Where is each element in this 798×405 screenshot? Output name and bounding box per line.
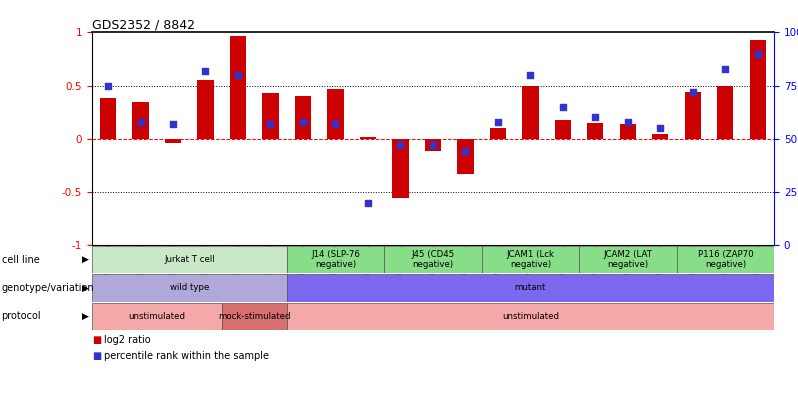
Bar — [620, 124, 636, 139]
Bar — [555, 119, 571, 139]
Bar — [587, 123, 603, 139]
Point — [426, 142, 439, 148]
Text: unstimulated: unstimulated — [128, 312, 185, 321]
Text: J45 (CD45
negative): J45 (CD45 negative) — [411, 250, 455, 269]
Text: GDS2352 / 8842: GDS2352 / 8842 — [92, 18, 195, 31]
Point — [524, 72, 537, 78]
Bar — [286, 274, 774, 302]
Bar — [92, 274, 286, 302]
Point — [167, 121, 180, 127]
Bar — [490, 128, 506, 139]
Bar — [222, 303, 286, 330]
Point — [200, 68, 212, 74]
Bar — [286, 303, 774, 330]
Text: P116 (ZAP70
negative): P116 (ZAP70 negative) — [697, 250, 753, 269]
Text: unstimulated: unstimulated — [502, 312, 559, 321]
Bar — [717, 85, 733, 139]
Bar — [482, 246, 579, 273]
Bar — [263, 93, 279, 139]
Text: percentile rank within the sample: percentile rank within the sample — [104, 352, 269, 361]
Point — [264, 121, 277, 127]
Bar — [360, 136, 376, 139]
Text: genotype/variation: genotype/variation — [2, 283, 94, 293]
Bar — [92, 303, 222, 330]
Text: log2 ratio: log2 ratio — [104, 335, 150, 345]
Bar — [294, 96, 311, 139]
Text: mutant: mutant — [515, 284, 546, 292]
Text: JCAM2 (LAT
negative): JCAM2 (LAT negative) — [603, 250, 652, 269]
Bar — [522, 85, 539, 139]
Point — [231, 72, 244, 78]
Point — [622, 119, 634, 125]
Bar — [286, 246, 384, 273]
Text: ▶: ▶ — [82, 284, 89, 292]
Point — [492, 119, 504, 125]
Point — [556, 104, 569, 110]
Text: cell line: cell line — [2, 255, 39, 264]
Bar — [132, 102, 148, 139]
Bar — [685, 92, 701, 139]
Bar — [384, 246, 482, 273]
Bar — [100, 98, 117, 139]
Text: protocol: protocol — [2, 311, 41, 321]
Bar — [652, 134, 669, 139]
Text: wild type: wild type — [169, 284, 209, 292]
Point — [459, 148, 472, 155]
Point — [686, 89, 699, 95]
Bar — [749, 40, 766, 139]
Point — [361, 199, 374, 206]
Bar — [230, 36, 246, 139]
Text: Jurkat T cell: Jurkat T cell — [164, 255, 215, 264]
Text: JCAM1 (Lck
negative): JCAM1 (Lck negative) — [507, 250, 555, 269]
Bar — [165, 139, 181, 143]
Bar — [393, 139, 409, 198]
Text: ▶: ▶ — [82, 312, 89, 321]
Bar — [677, 246, 774, 273]
Point — [752, 51, 764, 57]
Point — [719, 65, 732, 72]
Bar — [425, 139, 441, 151]
Bar — [92, 246, 286, 273]
Text: ▶: ▶ — [82, 255, 89, 264]
Bar — [457, 139, 473, 174]
Bar — [327, 89, 344, 139]
Point — [297, 119, 310, 125]
Point — [134, 119, 147, 125]
Point — [394, 142, 407, 148]
Point — [654, 125, 666, 131]
Bar — [579, 246, 677, 273]
Point — [101, 82, 114, 89]
Bar — [197, 80, 214, 139]
Point — [589, 114, 602, 121]
Point — [329, 121, 342, 127]
Text: ■: ■ — [92, 352, 101, 361]
Text: mock-stimulated: mock-stimulated — [218, 312, 290, 321]
Text: ■: ■ — [92, 335, 101, 345]
Text: J14 (SLP-76
negative): J14 (SLP-76 negative) — [311, 250, 360, 269]
